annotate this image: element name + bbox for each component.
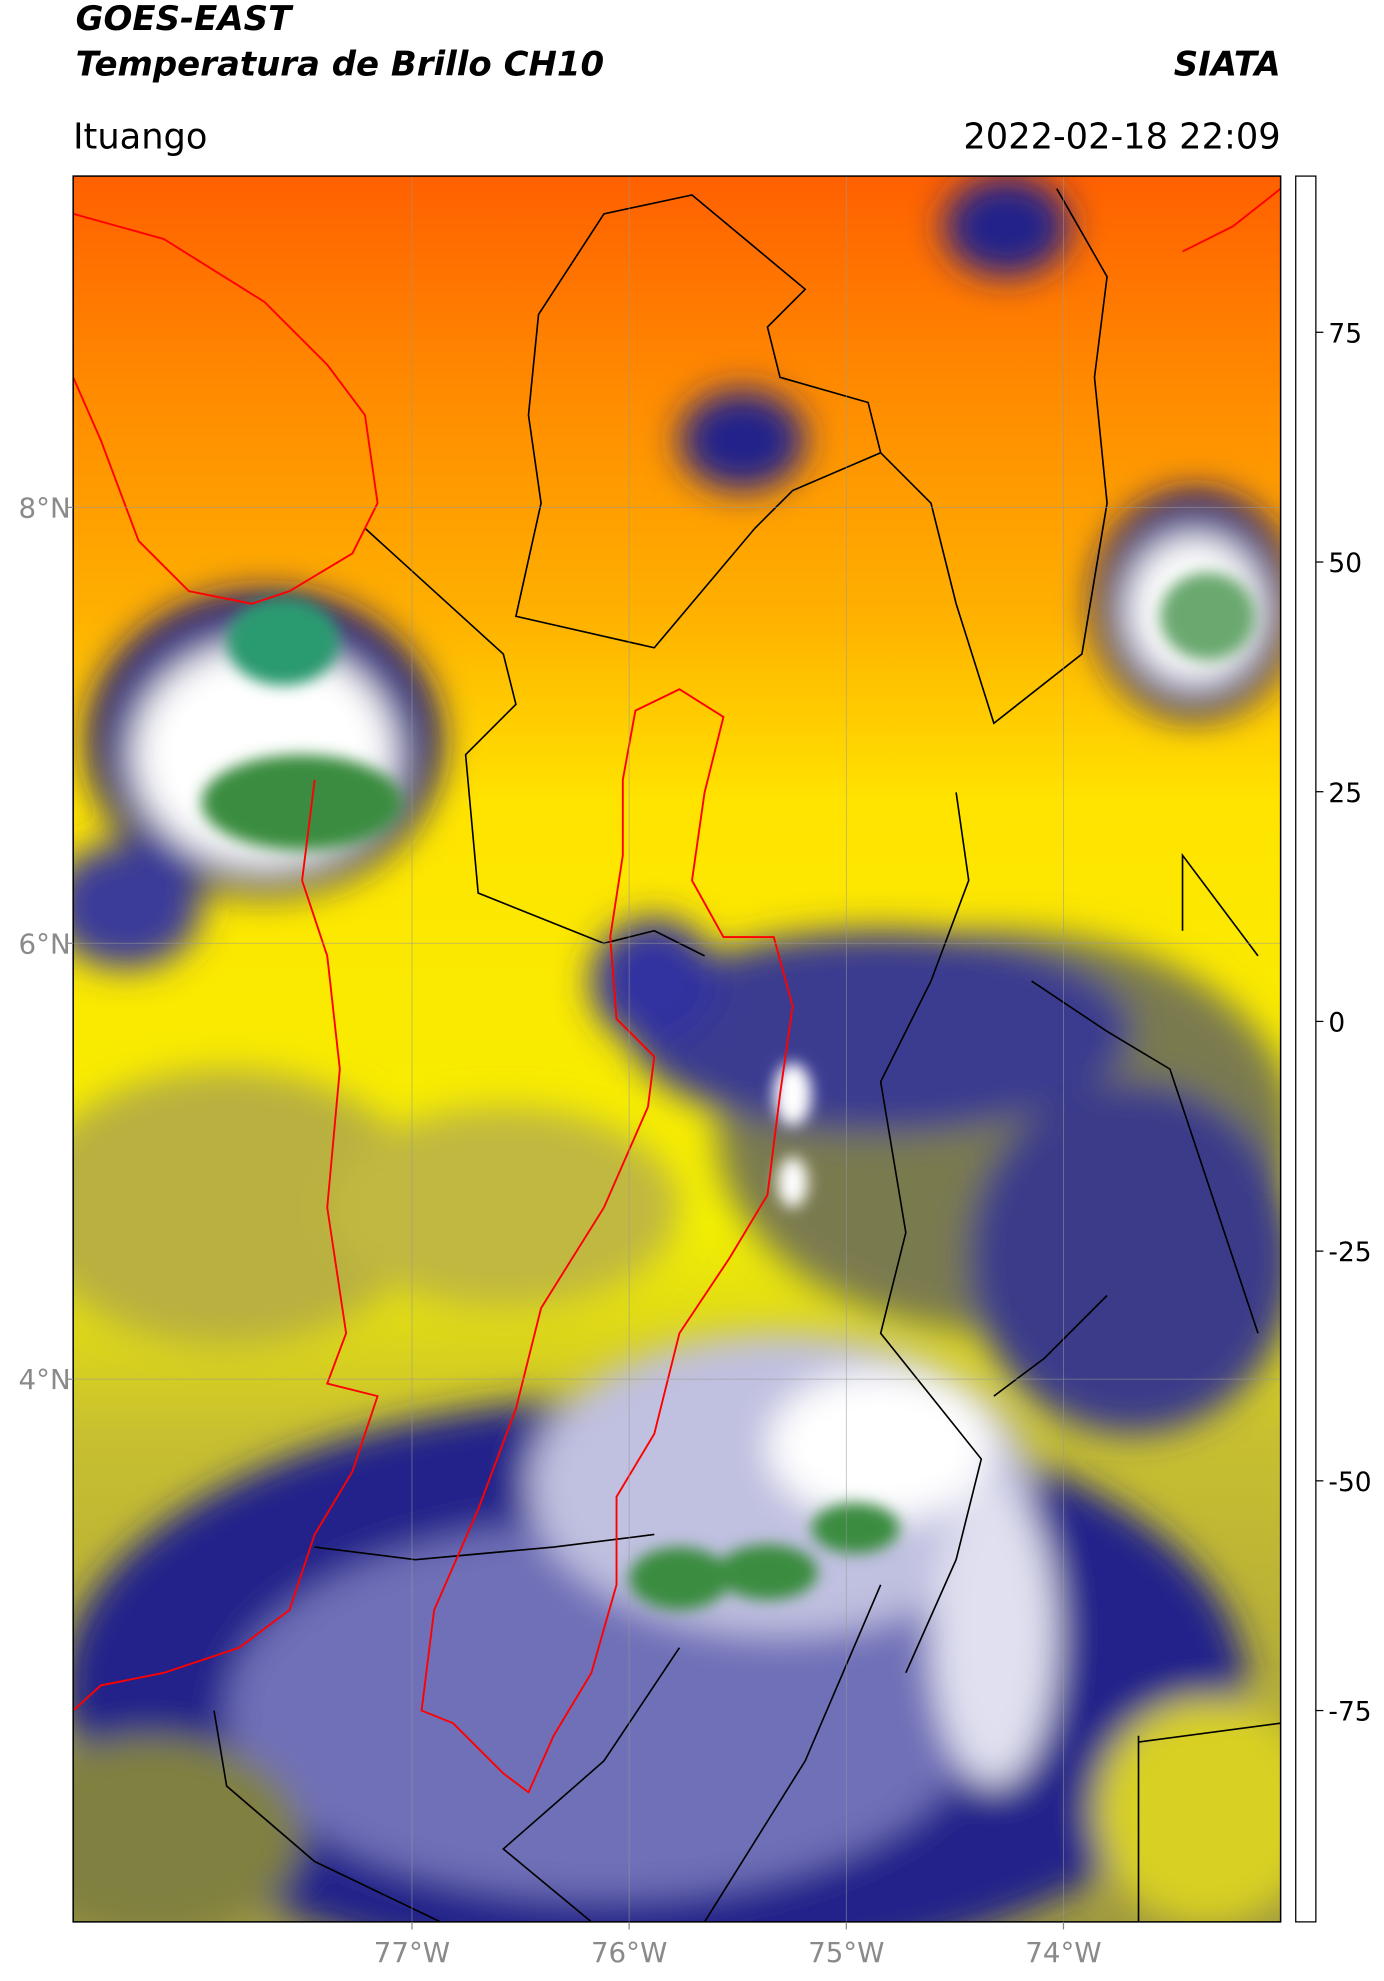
datetime: 2022-02-18 22:09 [963, 116, 1280, 157]
y-tick-label: 6°N [19, 927, 71, 960]
x-tick-label: 76°W [591, 1936, 667, 1969]
x-tick-label: 74°W [1025, 1936, 1101, 1969]
grid [73, 176, 1281, 1922]
y-tick-label: 8°N [19, 491, 71, 524]
source: SIATA [1174, 44, 1281, 84]
colorbar-tick-label: 75 [1328, 318, 1362, 349]
colorbar-tick-label: 0 [1328, 1007, 1345, 1038]
subtitle: Temperatura de Brillo CH10 [76, 44, 604, 84]
colorbar-tick-label: 25 [1328, 778, 1362, 809]
location: Ituango [73, 116, 207, 157]
x-tick-label: 75°W [808, 1936, 884, 1969]
satellite-image [73, 176, 1281, 1922]
y-tick-label: 4°N [19, 1363, 71, 1396]
map-frame [72, 175, 1282, 1923]
x-tick-label: 77°W [374, 1936, 450, 1969]
colorbar [1295, 175, 1317, 1923]
colorbar-tick-label: -50 [1328, 1467, 1371, 1498]
colorbar-tick-label: 50 [1328, 548, 1362, 579]
colorbar-tick-label: -25 [1328, 1237, 1371, 1268]
colorbar-tick-label: -75 [1328, 1697, 1371, 1728]
title: GOES-EAST [76, 0, 294, 39]
